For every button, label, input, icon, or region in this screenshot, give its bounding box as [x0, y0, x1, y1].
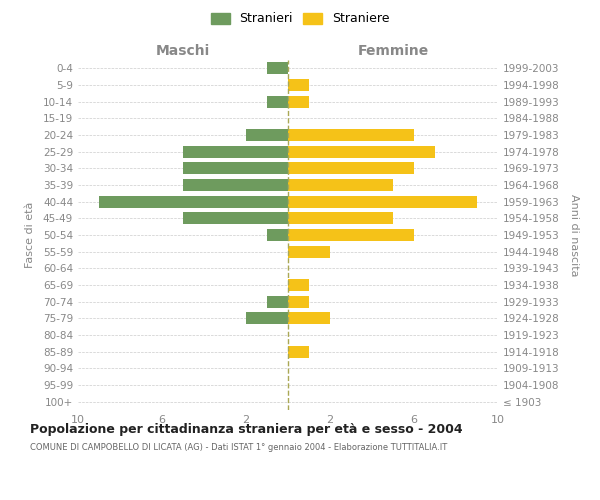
Bar — [246, 312, 288, 324]
Bar — [288, 279, 309, 291]
Bar — [288, 296, 309, 308]
Legend: Stranieri, Straniere: Stranieri, Straniere — [207, 8, 393, 29]
Text: COMUNE DI CAMPOBELLO DI LICATA (AG) - Dati ISTAT 1° gennaio 2004 - Elaborazione : COMUNE DI CAMPOBELLO DI LICATA (AG) - Da… — [30, 442, 447, 452]
Bar — [288, 212, 393, 224]
Bar — [267, 62, 288, 74]
Bar — [288, 146, 435, 158]
Bar — [183, 179, 288, 191]
Bar — [183, 146, 288, 158]
Y-axis label: Anni di nascita: Anni di nascita — [569, 194, 579, 276]
Bar — [288, 79, 309, 91]
Bar — [267, 96, 288, 108]
Bar — [288, 179, 393, 191]
Bar — [183, 212, 288, 224]
Bar — [288, 129, 414, 141]
Bar — [288, 229, 414, 241]
Text: Maschi: Maschi — [156, 44, 210, 58]
Text: Popolazione per cittadinanza straniera per età e sesso - 2004: Popolazione per cittadinanza straniera p… — [30, 422, 463, 436]
Bar — [288, 162, 414, 174]
Text: Femmine: Femmine — [358, 44, 428, 58]
Y-axis label: Fasce di età: Fasce di età — [25, 202, 35, 268]
Bar — [288, 196, 477, 207]
Bar — [267, 296, 288, 308]
Bar — [267, 229, 288, 241]
Bar — [246, 129, 288, 141]
Bar — [183, 162, 288, 174]
Bar — [288, 312, 330, 324]
Bar — [288, 96, 309, 108]
Bar — [288, 246, 330, 258]
Bar — [99, 196, 288, 207]
Bar — [288, 346, 309, 358]
